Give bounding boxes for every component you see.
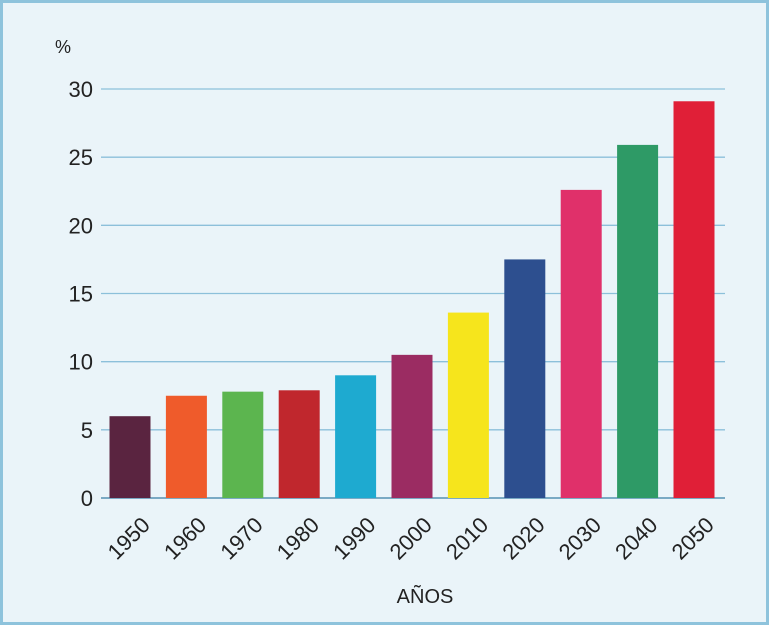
bar-chart: 0 5 10 15 20 25 30 1950 1960 1970 1980 1990 2000 201…: [55, 37, 725, 608]
bar-2010: [447, 312, 489, 498]
y-tick-label: 0: [81, 486, 93, 511]
y-axis-ticks: 0 5 10 15 20 25 30: [69, 77, 93, 511]
y-tick-label: 30: [69, 77, 93, 102]
x-axis-ticks: 1950 1960 1970 1980 1990 2000 2010 2020 2030 2040…: [103, 512, 719, 564]
bar-2030: [560, 189, 602, 499]
bars: [109, 101, 715, 499]
bar-1970: [222, 391, 264, 498]
x-tick-label-2040: 2040: [610, 512, 662, 564]
bar-1950: [109, 416, 151, 498]
x-tick-label-2050: 2050: [667, 512, 719, 564]
y-tick-label: 20: [69, 213, 93, 238]
y-tick-label: 10: [69, 350, 93, 375]
y-tick-label: 15: [69, 282, 93, 307]
bar-1990: [335, 375, 377, 498]
bar-2020: [504, 259, 546, 498]
x-tick-label-1950: 1950: [103, 512, 155, 564]
y-tick-label: 5: [81, 418, 93, 443]
x-tick-label-1970: 1970: [215, 512, 267, 564]
x-tick-label-2020: 2020: [497, 512, 549, 564]
bar-2040: [617, 144, 659, 498]
x-tick-label-2030: 2030: [554, 512, 606, 564]
x-tick-label-1980: 1980: [272, 512, 324, 564]
bar-2000: [391, 354, 433, 498]
x-axis-label: AÑOS: [397, 584, 454, 608]
x-tick-label-2000: 2000: [385, 512, 437, 564]
bar-1960: [165, 395, 207, 498]
bar-2050: [673, 101, 715, 499]
bar-1980: [278, 390, 320, 498]
x-tick-label-1960: 1960: [159, 512, 211, 564]
y-tick-label: 25: [69, 145, 93, 170]
x-tick-label-2010: 2010: [441, 512, 493, 564]
y-axis-unit-label: %: [55, 37, 71, 57]
x-tick-label-1990: 1990: [328, 512, 380, 564]
